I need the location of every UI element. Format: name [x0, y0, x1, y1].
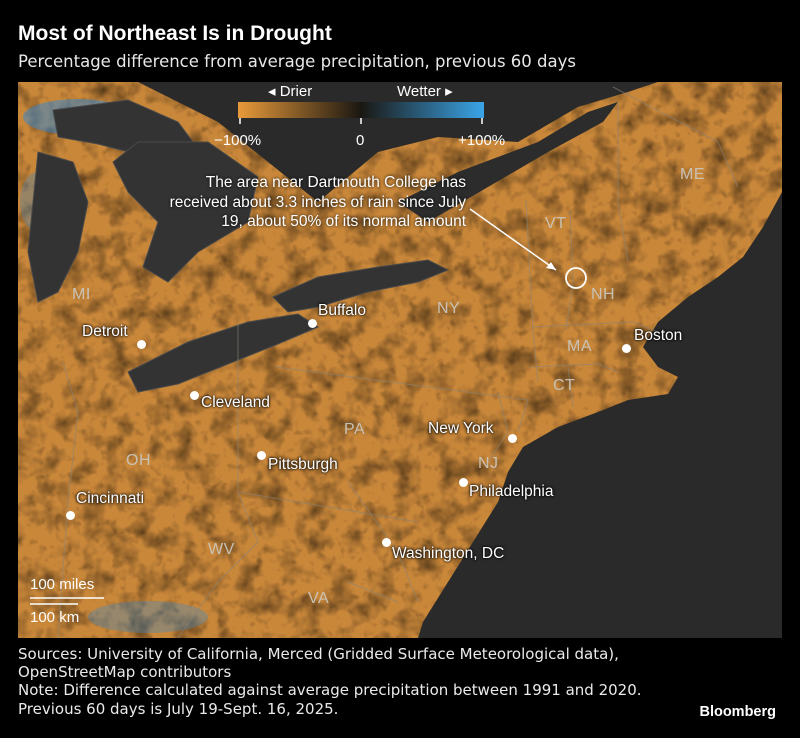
state-label-nh: NH: [591, 286, 616, 303]
city-label-detroit: Detroit: [82, 323, 128, 340]
legend-min-label: −100%: [214, 132, 262, 149]
sources-text: Sources: University of California, Merce…: [18, 645, 619, 682]
annotation-leader-line: [469, 208, 557, 271]
scale-label-miles: 100 miles: [30, 576, 95, 593]
state-label-ma: MA: [567, 338, 592, 355]
legend-color-bar: [238, 102, 484, 118]
legend-drier-label: ◂ Drier: [268, 83, 313, 100]
state-label-me: ME: [680, 166, 705, 183]
city-label-cincinnati: Cincinnati: [76, 490, 145, 507]
city-label-philadelphia: Philadelphia: [469, 483, 554, 500]
city-label-new-york: New York: [428, 420, 494, 437]
city-label-boston: Boston: [634, 327, 683, 344]
legend-wetter-label: Wetter ▸: [397, 83, 453, 100]
state-label-wv: WV: [208, 541, 235, 558]
legend-mid-label: 0: [356, 132, 365, 149]
state-label-ct: CT: [553, 377, 576, 394]
lake-michigan: [27, 151, 89, 303]
city-label-washington-dc: Washington, DC: [392, 545, 505, 562]
city-marker-cleveland: [190, 391, 199, 400]
footer-notes: Sources: University of California, Merce…: [18, 645, 698, 718]
state-label-ny: NY: [437, 300, 461, 317]
state-borders: [57, 86, 739, 638]
chart-subtitle: Percentage difference from average preci…: [18, 52, 576, 71]
state-label-nj: NJ: [478, 455, 499, 472]
lake-huron: [112, 141, 259, 283]
scale-label-km: 100 km: [30, 609, 80, 626]
wet-patch: [88, 601, 208, 633]
state-label-pa: PA: [344, 421, 366, 438]
state-label-va: VA: [308, 590, 330, 607]
great-lakes: [27, 99, 618, 393]
city-marker-new-york: [508, 434, 517, 443]
city-marker-washington-dc: [382, 538, 391, 547]
city-marker-buffalo: [308, 319, 317, 328]
state-label-mi: MI: [72, 286, 91, 303]
state-label-oh: OH: [126, 452, 151, 469]
precipitation-map: [18, 82, 782, 638]
city-label-pittsburgh: Pittsburgh: [268, 456, 338, 473]
st-lawrence: [398, 102, 618, 222]
city-marker-boston: [622, 344, 631, 353]
annotation-arrowhead: [546, 262, 556, 270]
dartmouth-annotation: The area near Dartmouth College has rece…: [169, 174, 466, 230]
dartmouth-marker: [565, 267, 587, 289]
lake-erie: [127, 313, 320, 393]
legend-max-label: +100%: [458, 132, 506, 149]
city-marker-philadelphia: [459, 478, 468, 487]
note-text: Note: Difference calculated against aver…: [18, 681, 642, 718]
city-marker-pittsburgh: [257, 451, 266, 460]
brand-logo: Bloomberg: [699, 704, 776, 720]
city-label-buffalo: Buffalo: [318, 302, 366, 319]
chart-title: Most of Northeast Is in Drought: [18, 22, 332, 45]
lake-ontario: [272, 259, 450, 313]
city-label-cleveland: Cleveland: [201, 394, 270, 411]
state-label-vt: VT: [545, 215, 567, 232]
city-marker-cincinnati: [66, 511, 75, 520]
city-marker-detroit: [137, 340, 146, 349]
